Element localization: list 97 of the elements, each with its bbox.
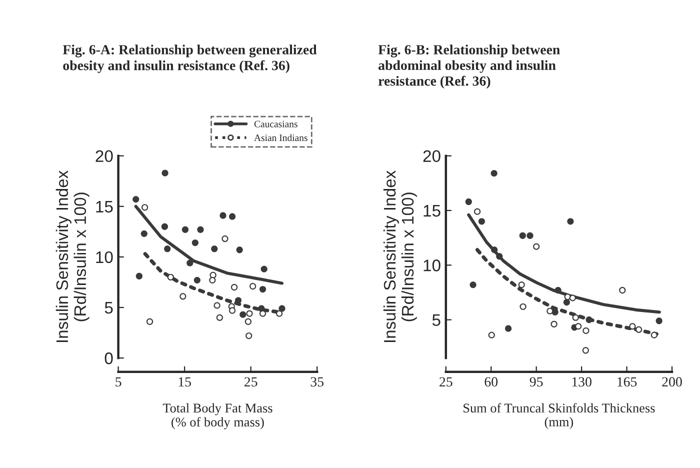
x-tick-label: 25 (244, 377, 258, 387)
x-tick-label: 130 (572, 377, 592, 387)
point (161, 223, 168, 230)
point (246, 310, 253, 317)
point (572, 314, 579, 321)
point (192, 239, 198, 246)
point (164, 246, 171, 252)
y-tick-label: 15 (424, 205, 440, 217)
point (582, 327, 590, 334)
point (162, 170, 168, 176)
point (230, 284, 238, 291)
x-tick-label: 35 (310, 377, 324, 387)
y-tick-label: 0 (104, 352, 113, 364)
point (220, 212, 226, 219)
point (244, 318, 252, 325)
y-tick-label: 20 (423, 150, 440, 162)
y-tick-label: 10 (96, 251, 113, 264)
legend-label: Caucasians (254, 120, 298, 128)
point (629, 322, 636, 330)
point (582, 347, 590, 354)
point (278, 305, 286, 312)
x-tick-label: 200 (662, 377, 682, 387)
point (276, 310, 283, 317)
point (550, 320, 558, 328)
point (569, 294, 576, 302)
point (465, 198, 472, 206)
point (478, 218, 486, 225)
point (228, 307, 236, 314)
point (246, 332, 252, 340)
y-tick-label: 20 (96, 150, 113, 162)
y-tick-label: 5 (432, 314, 440, 326)
y-axis-title: Insulin Sensitivity Index (Rd/Insulin x 100) (383, 170, 417, 342)
point (575, 322, 582, 330)
point (533, 243, 540, 250)
point (136, 272, 143, 280)
y-tick-label: 10 (424, 260, 440, 272)
point (234, 297, 242, 304)
x-tick-label: 95 (530, 377, 543, 387)
point (586, 316, 592, 324)
point (554, 286, 562, 294)
x-axis-title: Total Body Fat Mass (% of body mass) (162, 403, 272, 430)
point (656, 318, 662, 324)
y-axis-title: Insulin Sensitivity Index (Rd/Insulin x 100) (56, 170, 90, 342)
line-series (467, 213, 661, 314)
point (526, 232, 534, 239)
point (249, 282, 256, 290)
point (650, 332, 658, 338)
x-tick-label: 60 (484, 377, 498, 387)
point (635, 326, 642, 333)
point (470, 281, 476, 288)
point (619, 286, 626, 294)
point (519, 232, 526, 239)
point (209, 276, 216, 284)
x-axis-title: Sum of Truncal Skinfolds Thickness (mm) (464, 403, 655, 430)
point (180, 293, 186, 300)
point (520, 303, 526, 310)
x-tick-label: 5 (116, 377, 122, 387)
chart-title: Fig. 6-B: Relationship between abdominal obesity and insulin resistance (Ref. 36) (378, 44, 560, 89)
point (258, 305, 265, 312)
point (567, 218, 574, 225)
point (491, 246, 498, 254)
y-tick-label: 5 (104, 302, 113, 314)
x-tick-label: 165 (618, 377, 637, 387)
point (260, 266, 268, 272)
point (141, 204, 148, 211)
point (211, 246, 218, 252)
legend-label: Asian Indians (254, 134, 308, 142)
point (563, 298, 570, 306)
point (146, 318, 154, 325)
x-tick-label: 15 (178, 377, 191, 387)
point (186, 260, 194, 266)
point (140, 230, 148, 238)
point (240, 311, 246, 318)
point (552, 308, 558, 316)
point (228, 213, 236, 220)
point (214, 302, 220, 309)
point (259, 286, 266, 293)
point (518, 281, 525, 288)
point (504, 325, 512, 332)
line-series (134, 204, 284, 285)
point (197, 226, 204, 233)
point (236, 246, 243, 254)
x-tick-label: 25 (440, 377, 452, 387)
point (167, 274, 174, 280)
y-tick-label: 15 (96, 200, 113, 213)
point (182, 226, 189, 233)
point (222, 235, 228, 242)
point (490, 170, 498, 177)
point (546, 308, 554, 314)
point (216, 314, 224, 321)
point (474, 208, 481, 215)
point (259, 310, 266, 317)
point (488, 332, 495, 338)
point (132, 196, 140, 203)
point (194, 276, 200, 284)
point (496, 253, 503, 260)
chart-title: Fig. 6-A: Relationship between generalized obesity and insulin resistance (Ref. 36) (62, 44, 317, 74)
